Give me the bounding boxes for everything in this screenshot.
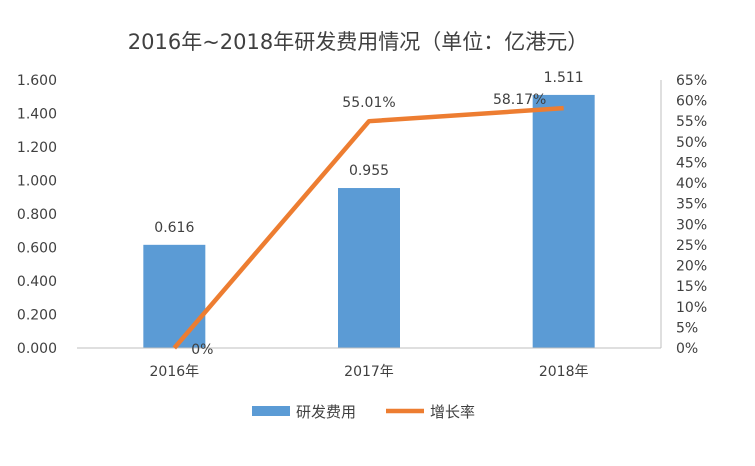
left-tick-label: 1.600 bbox=[17, 73, 57, 89]
x-tick-label: 2016年 bbox=[150, 364, 200, 380]
right-tick-label: 55% bbox=[676, 114, 707, 130]
left-tick-label: 1.000 bbox=[17, 174, 57, 190]
right-tick-label: 20% bbox=[676, 259, 707, 275]
left-tick-label: 0.400 bbox=[17, 274, 57, 290]
left-tick-label: 0.800 bbox=[17, 207, 57, 223]
right-tick-label: 45% bbox=[676, 155, 707, 171]
right-tick-label: 50% bbox=[676, 135, 707, 151]
right-tick-label: 15% bbox=[676, 279, 707, 295]
legend-label-line: 增长率 bbox=[430, 403, 475, 421]
left-tick-label: 0.200 bbox=[17, 308, 57, 324]
bar-0 bbox=[143, 244, 206, 348]
x-tick-label: 2018年 bbox=[539, 364, 589, 380]
bar-2 bbox=[532, 94, 595, 348]
bar-value-label: 0.955 bbox=[349, 163, 389, 179]
growth-rate-line bbox=[172, 105, 564, 350]
line-value-label: 58.17% bbox=[493, 92, 546, 108]
data-labels-group: 0.616 0.955 1.511 0% 55.01% 58.17% bbox=[154, 70, 583, 358]
right-tick-label: 60% bbox=[676, 94, 707, 110]
bars-group bbox=[143, 94, 595, 348]
left-tick-label: 0.000 bbox=[17, 341, 57, 357]
legend-swatch-bar bbox=[252, 406, 290, 416]
bar-value-label: 0.616 bbox=[154, 220, 194, 236]
left-tick-label: 1.200 bbox=[17, 140, 57, 156]
bar-value-label: 1.511 bbox=[544, 70, 584, 86]
x-tick-label: 2017年 bbox=[344, 364, 394, 380]
right-tick-label: 10% bbox=[676, 300, 707, 316]
right-tick-label: 30% bbox=[676, 217, 707, 233]
right-tick-label: 35% bbox=[676, 197, 707, 213]
line-value-label: 55.01% bbox=[342, 95, 395, 111]
right-tick-label: 25% bbox=[676, 238, 707, 254]
right-tick-label: 0% bbox=[676, 341, 698, 357]
bar-1 bbox=[338, 188, 400, 348]
chart-title: 2016年~2018年研发费用情况（单位：亿港元） bbox=[128, 30, 588, 54]
right-tick-label: 5% bbox=[676, 320, 698, 336]
line-value-label: 0% bbox=[191, 342, 213, 358]
legend: 研发费用 增长率 bbox=[252, 403, 475, 421]
left-tick-label: 0.600 bbox=[17, 241, 57, 257]
right-tick-label: 40% bbox=[676, 176, 707, 192]
left-tick-label: 1.400 bbox=[17, 107, 57, 123]
line-group bbox=[172, 105, 564, 350]
right-tick-label: 65% bbox=[676, 73, 707, 89]
legend-label-bar: 研发费用 bbox=[296, 403, 356, 421]
axes-group: 0.000 0.200 0.400 0.600 0.800 1.000 1.200 1.400… bbox=[17, 73, 707, 380]
